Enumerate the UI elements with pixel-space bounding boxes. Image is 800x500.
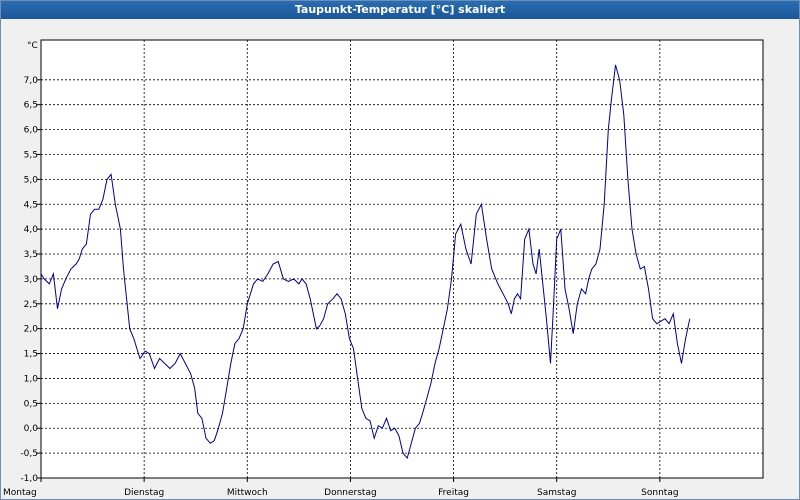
x-tick-day-label: Donnerstag (324, 488, 377, 498)
x-tick-labels: Montag09.12.19Dienstag10.12.19Mittwoch11… (3, 488, 679, 498)
plot-area (40, 39, 764, 479)
y-tick-labels: 7,0 6,5 6,0 5,5 5,0 4,5 4,0 3,5 3,0 2,5 2,0 1,5 1,0 0… (20, 76, 38, 484)
y-axis-unit-label: °C (27, 41, 38, 51)
y-tick-label: 3,5 (24, 250, 38, 260)
y-tick-label: -0,5 (20, 449, 38, 459)
window-title: Taupunkt-Temperatur [°C] skaliert (1, 1, 799, 19)
y-tick-label: 7,0 (24, 76, 39, 86)
dewpoint-chart: °C 7,0 6,5 6,0 5,5 5,0 4,5 4,0 3,5 3,0 2,5 2,0 1,5 1… (3, 39, 764, 498)
y-tick-label: 1,5 (24, 350, 38, 360)
y-tick-label: 1,0 (24, 374, 39, 384)
y-tick-label: 6,0 (24, 126, 39, 136)
chart-area: °C 7,0 6,5 6,0 5,5 5,0 4,5 4,0 3,5 3,0 2,5 2,0 1,5 1… (1, 20, 799, 499)
y-tick-label: 4,0 (24, 225, 39, 235)
x-tick-day-label: Dienstag (124, 488, 164, 498)
y-tick-label: 5,5 (24, 150, 38, 160)
grid-lines (37, 40, 763, 482)
x-tick-day-label: Sonntag (641, 488, 678, 498)
x-tick-day-label: Montag (3, 488, 37, 498)
x-tick-day-label: Freitag (438, 488, 469, 498)
y-tick-label: 2,0 (24, 325, 39, 335)
y-tick-label: 4,5 (24, 200, 38, 210)
y-tick-label: 0,5 (24, 399, 38, 409)
y-tick-label: 6,5 (24, 101, 38, 111)
y-tick-label: 5,0 (24, 175, 39, 185)
x-tick-day-label: Mittwoch (227, 488, 268, 498)
y-tick-label: 0,0 (24, 424, 39, 434)
y-tick-label: -1,0 (20, 474, 38, 484)
y-tick-label: 3,0 (24, 275, 39, 285)
x-tick-day-label: Samstag (537, 488, 576, 498)
y-tick-label: 2,5 (24, 300, 38, 310)
series-line-dewpoint (40, 64, 691, 460)
